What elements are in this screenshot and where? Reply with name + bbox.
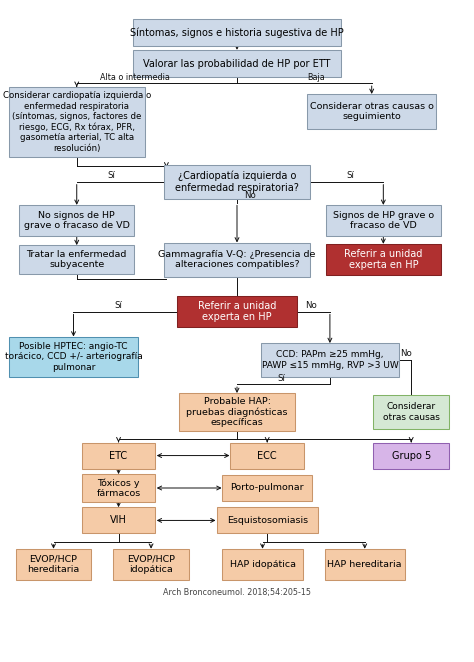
FancyBboxPatch shape: [261, 344, 399, 377]
FancyBboxPatch shape: [82, 475, 155, 502]
Text: Baja: Baja: [307, 73, 325, 82]
FancyBboxPatch shape: [326, 244, 441, 275]
Text: EVOP/HCP
idopática: EVOP/HCP idopática: [127, 555, 175, 574]
Text: No: No: [401, 350, 412, 358]
Text: Referir a unidad
experta en HP: Referir a unidad experta en HP: [198, 301, 276, 322]
FancyBboxPatch shape: [222, 549, 303, 580]
Text: Tóxicos y
fármacos: Tóxicos y fármacos: [96, 478, 141, 498]
Text: ¿Cardiopatía izquierda o
enfermedad respiratoria?: ¿Cardiopatía izquierda o enfermedad resp…: [175, 171, 299, 193]
FancyBboxPatch shape: [326, 205, 441, 236]
FancyBboxPatch shape: [222, 475, 312, 501]
Text: Grupo 5: Grupo 5: [392, 451, 431, 461]
FancyBboxPatch shape: [325, 549, 405, 580]
Text: Síntomas, signos e historia sugestiva de HP: Síntomas, signos e historia sugestiva de…: [130, 27, 344, 38]
FancyBboxPatch shape: [16, 549, 91, 580]
Text: VIH: VIH: [110, 516, 127, 526]
Text: No: No: [305, 301, 317, 310]
FancyBboxPatch shape: [307, 94, 436, 129]
Text: No: No: [244, 191, 255, 200]
Text: HAP idopática: HAP idopática: [229, 560, 296, 569]
FancyBboxPatch shape: [374, 443, 449, 469]
Text: Sí: Sí: [115, 301, 122, 310]
FancyBboxPatch shape: [19, 205, 134, 236]
Text: Alta o intermedia: Alta o intermedia: [100, 73, 170, 82]
FancyBboxPatch shape: [230, 443, 304, 469]
Text: Sí: Sí: [108, 171, 116, 181]
Text: Tratar la enfermedad
subyacente: Tratar la enfermedad subyacente: [27, 250, 127, 269]
Text: No signos de HP
grave o fracaso de VD: No signos de HP grave o fracaso de VD: [24, 211, 130, 230]
Text: HAP hereditaria: HAP hereditaria: [328, 560, 402, 569]
FancyBboxPatch shape: [19, 246, 134, 274]
Text: Porto-pulmonar: Porto-pulmonar: [230, 483, 304, 493]
FancyBboxPatch shape: [82, 443, 155, 469]
Text: Probable HAP:
pruebas diagnósticas
específicas: Probable HAP: pruebas diagnósticas espec…: [186, 397, 288, 427]
Text: Gammagrafía V-Q: ¿Presencia de
alteraciones compatibles?: Gammagrafía V-Q: ¿Presencia de alteracio…: [158, 250, 316, 269]
FancyBboxPatch shape: [164, 165, 310, 199]
Text: ETC: ETC: [109, 451, 128, 461]
FancyBboxPatch shape: [113, 549, 189, 580]
Text: EVOP/HCP
hereditaria: EVOP/HCP hereditaria: [27, 555, 80, 574]
Text: Considerar
otras causas: Considerar otras causas: [383, 402, 439, 422]
Text: Posible HPTEC: angio-TC
torácico, CCD +/- arteriografía
pulmonar: Posible HPTEC: angio-TC torácico, CCD +/…: [5, 342, 142, 372]
FancyBboxPatch shape: [133, 19, 341, 46]
Text: CCD: PAPm ≥25 mmHg,
PAWP ≤15 mmHg, RVP >3 UW: CCD: PAPm ≥25 mmHg, PAWP ≤15 mmHg, RVP >…: [262, 350, 398, 370]
FancyBboxPatch shape: [177, 296, 297, 327]
Text: Sí: Sí: [277, 374, 285, 383]
FancyBboxPatch shape: [179, 393, 295, 431]
Text: Signos de HP grave o
fracaso de VD: Signos de HP grave o fracaso de VD: [333, 211, 434, 230]
Text: Valorar las probabilidad de HP por ETT: Valorar las probabilidad de HP por ETT: [143, 59, 331, 69]
FancyBboxPatch shape: [9, 337, 138, 377]
FancyBboxPatch shape: [217, 508, 318, 534]
FancyBboxPatch shape: [9, 87, 145, 157]
FancyBboxPatch shape: [164, 243, 310, 277]
Text: Sí: Sí: [347, 171, 355, 181]
Text: Referir a unidad
experta en HP: Referir a unidad experta en HP: [344, 249, 422, 271]
FancyBboxPatch shape: [82, 508, 155, 534]
FancyBboxPatch shape: [374, 395, 449, 429]
Text: ECC: ECC: [257, 451, 277, 461]
Text: Considerar otras causas o
seguimiento: Considerar otras causas o seguimiento: [310, 102, 434, 121]
Text: Arch Bronconeumol. 2018;54:205-15: Arch Bronconeumol. 2018;54:205-15: [163, 588, 311, 597]
FancyBboxPatch shape: [133, 50, 341, 77]
Text: Esquistosomiasis: Esquistosomiasis: [227, 516, 308, 525]
Text: Considerar cardiopatía izquierda o
enfermedad respiratoria
(síntomas, signos, fa: Considerar cardiopatía izquierda o enfer…: [3, 91, 151, 153]
